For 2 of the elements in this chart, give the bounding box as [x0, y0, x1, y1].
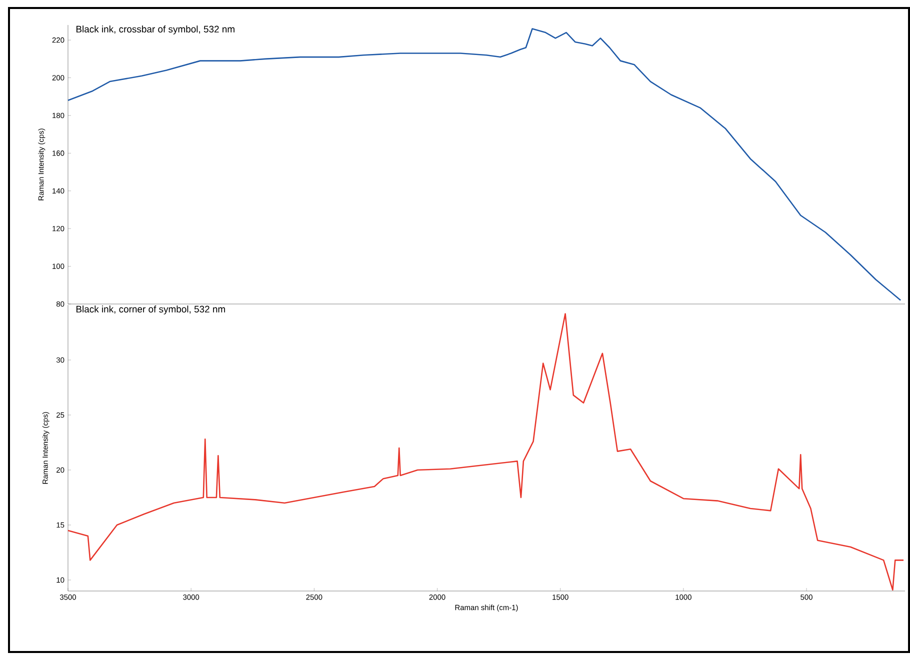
chart-title: Black ink, crossbar of symbol, 532 nm — [76, 26, 234, 34]
chart-title: Black ink, corner of symbol, 532 nm — [76, 306, 225, 314]
